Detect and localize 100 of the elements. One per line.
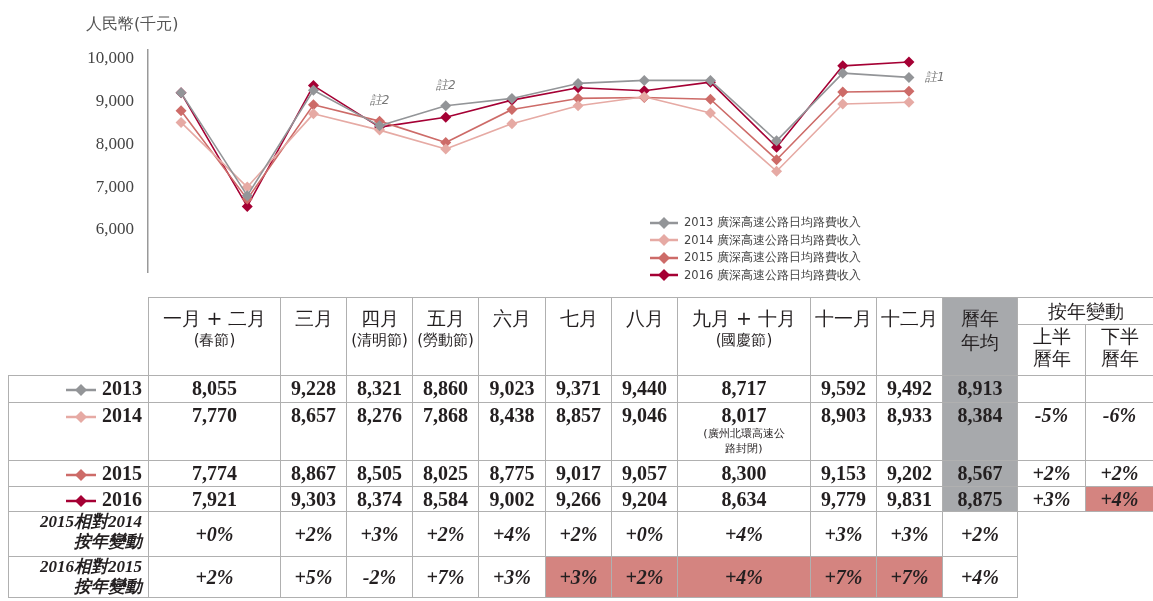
text: 9,023 xyxy=(488,377,536,399)
text: +4% xyxy=(478,511,546,557)
text: 2014 xyxy=(8,402,149,461)
text: -5% xyxy=(1017,402,1086,461)
text: 9,153 xyxy=(811,462,876,484)
text: 8,438 xyxy=(488,404,536,426)
legend-label: 2016 廣深高速公路日均路費收入 xyxy=(683,266,861,284)
text: 9,303 xyxy=(281,488,346,510)
text: +5% xyxy=(280,556,347,598)
text: 8,025 xyxy=(413,462,478,484)
legend-label: 2014 廣深高速公路日均路費收入 xyxy=(683,231,861,249)
text: 一月 + 二月 (春節) xyxy=(161,306,268,350)
text: +2% xyxy=(148,556,281,598)
text: 8,857 xyxy=(555,404,602,426)
text: 9,204 xyxy=(612,488,677,510)
text: +2% xyxy=(545,511,612,557)
text: 2015相對2014 按年變動 xyxy=(39,512,142,552)
text: 7,774 xyxy=(149,462,280,484)
text: 按年變動 xyxy=(1017,297,1153,325)
text: 五月 (勞動節) xyxy=(416,306,475,350)
text: +2% xyxy=(412,511,479,557)
text: 9,440 xyxy=(621,377,668,399)
text: 8,860 xyxy=(422,377,469,399)
text: 8,717 xyxy=(720,377,768,399)
text: 8,584 xyxy=(413,488,478,510)
text: 9,057 xyxy=(612,462,677,484)
text: 8,903 xyxy=(820,404,867,426)
text: 8,913 xyxy=(942,375,1018,403)
text: 九月 + 十月 (國慶節) xyxy=(691,306,797,350)
text: 9,228 xyxy=(290,377,337,399)
y-tick-label: 6,000 xyxy=(95,219,134,239)
text: 8,875 xyxy=(942,486,1018,512)
text: +2% xyxy=(1085,460,1153,487)
text: 2016相對2015 按年變動 xyxy=(39,557,142,597)
text: 7,921 xyxy=(149,488,280,510)
text: 9,202 xyxy=(877,462,942,484)
text: 8,300 xyxy=(678,462,810,484)
text: 2015 xyxy=(8,460,149,487)
text: 8,276 xyxy=(356,404,403,426)
text: 8,867 xyxy=(281,462,346,484)
text: 8,017 (廣州北環高速公路封閉) xyxy=(702,404,786,456)
text: +2% xyxy=(942,511,1018,557)
y-tick-label: 9,000 xyxy=(95,90,134,110)
text: 7,770 xyxy=(191,404,238,426)
text: 8,384 xyxy=(942,402,1018,461)
text: 9,002 xyxy=(479,488,545,510)
text: 七月 xyxy=(558,306,599,330)
text: 8,374 xyxy=(347,488,412,510)
text: +2% xyxy=(280,511,347,557)
text: 8,055 xyxy=(191,377,238,399)
text: +7% xyxy=(412,556,479,598)
text: +2% xyxy=(611,556,678,598)
text: 八月 xyxy=(624,306,665,330)
text: 8,657 xyxy=(290,404,337,426)
annotation: 註1 xyxy=(924,69,945,84)
text: 8,505 xyxy=(347,462,412,484)
text: 2016 xyxy=(8,486,149,512)
y-axis-title: 人民幣(千元) xyxy=(86,14,179,35)
text: 9,492 xyxy=(886,377,933,399)
text: 9,779 xyxy=(811,488,876,510)
text: +4% xyxy=(677,511,811,557)
text: 9,592 xyxy=(820,377,867,399)
text: 十一月 xyxy=(814,306,873,330)
text: +4% xyxy=(942,556,1018,598)
y-tick-label: 8,000 xyxy=(95,133,134,153)
text: 9,371 xyxy=(555,377,602,399)
text: +3% xyxy=(545,556,612,598)
text: 曆年年均 xyxy=(960,306,1000,354)
text: 下半曆年 xyxy=(1099,325,1140,369)
text: 三月 xyxy=(293,306,334,330)
text: +7% xyxy=(876,556,943,598)
text: 9,831 xyxy=(877,488,942,510)
text: 8,933 xyxy=(886,404,933,426)
text: 9,266 xyxy=(546,488,611,510)
text: 8,634 xyxy=(678,488,810,510)
text: 8,567 xyxy=(942,460,1018,487)
text: +3% xyxy=(876,511,943,557)
text: 9,046 xyxy=(621,404,668,426)
y-tick-label: 7,000 xyxy=(95,176,134,196)
text: 8,321 xyxy=(356,377,403,399)
text: +4% xyxy=(677,556,811,598)
text: +4% xyxy=(1085,486,1153,512)
text: 四月 (清明節) xyxy=(350,306,409,350)
text: 8,775 xyxy=(479,462,545,484)
text: 2013 xyxy=(8,375,149,403)
text: 9,017 xyxy=(546,462,611,484)
annotation: 註2 xyxy=(434,77,456,92)
text: +3% xyxy=(810,511,877,557)
text: 六月 xyxy=(492,306,532,330)
text: +2% xyxy=(1017,460,1086,487)
text: +3% xyxy=(1017,486,1086,512)
text: 上半曆年 xyxy=(1031,325,1072,369)
text: 7,868 xyxy=(422,404,469,426)
text: +3% xyxy=(346,511,413,557)
legend-label: 2013 廣深高速公路日均路費收入 xyxy=(683,214,861,231)
text: +3% xyxy=(478,556,546,598)
text: -6% xyxy=(1085,402,1153,461)
y-tick-label: 10,000 xyxy=(87,48,134,68)
text: +0% xyxy=(148,511,281,557)
annotation: 註2 xyxy=(368,93,390,108)
